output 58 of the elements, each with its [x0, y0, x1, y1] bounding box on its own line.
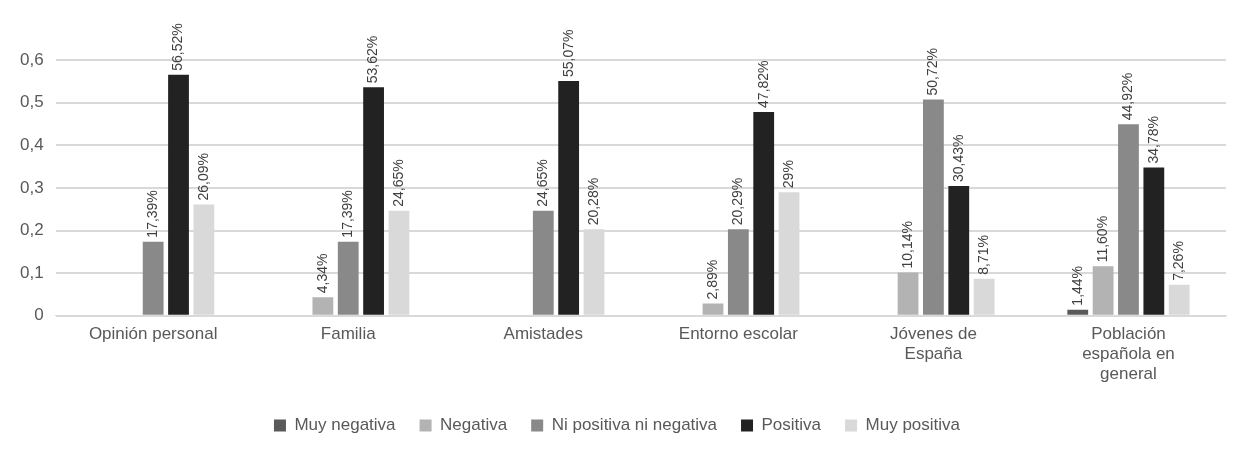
x-tick-label: Familia	[320, 323, 377, 343]
y-tick-label: 0,2	[19, 220, 44, 240]
bar	[897, 272, 919, 315]
data-label: 55,07%	[559, 29, 576, 78]
bar	[702, 303, 724, 315]
data-label: 26,09%	[194, 153, 211, 201]
bar	[1092, 266, 1114, 315]
x-tick-label: Opinión personal	[88, 323, 218, 343]
legend-label: Ni positiva ni negativa	[551, 415, 718, 435]
x-tick-label: Población española en general	[1082, 323, 1175, 384]
data-label: 53,62%	[364, 35, 381, 84]
x-tick-label: Amistades	[503, 323, 583, 343]
y-tick-label: 0,3	[19, 177, 44, 197]
bar	[168, 74, 189, 315]
bar	[1143, 167, 1165, 315]
bar	[312, 297, 334, 315]
bar	[142, 241, 164, 315]
x-tick-label: Jóvenes de España	[889, 323, 977, 364]
y-tick-label: 0	[34, 305, 44, 325]
data-label: 4,34%	[313, 253, 330, 294]
bar	[923, 99, 944, 315]
data-label: 1,44%	[1068, 265, 1085, 306]
legend-label: Muy positiva	[865, 415, 961, 435]
x-tick-label: Entorno escolar	[678, 323, 799, 343]
bar	[727, 229, 749, 315]
data-label: 30,43%	[949, 134, 966, 183]
data-label: 11,60%	[1093, 215, 1110, 263]
data-label: 44,92%	[1119, 72, 1136, 121]
bar	[558, 81, 580, 315]
data-label: 47,82%	[754, 60, 771, 108]
data-label: 34,78%	[1144, 116, 1161, 164]
y-tick-label: 0,5	[19, 92, 44, 112]
y-tick-label: 0,6	[19, 49, 44, 69]
bar	[363, 87, 384, 315]
bar	[753, 111, 775, 315]
y-tick-label: 0,4	[19, 134, 44, 154]
data-label: 24,65%	[389, 159, 406, 207]
data-label: 20,28%	[584, 177, 601, 226]
y-tick-label: 0,1	[19, 262, 44, 282]
bar	[1067, 309, 1089, 315]
data-label: 8,71%	[974, 234, 991, 275]
data-label: 2,89%	[703, 259, 720, 300]
bar	[532, 210, 554, 315]
data-label: 50,72%	[924, 48, 941, 96]
data-label: 17,39%	[144, 190, 161, 238]
data-label: 7,26%	[1170, 241, 1187, 281]
legend-label: Positiva	[761, 415, 822, 435]
data-label: 17,39%	[339, 190, 356, 238]
data-label: 56,52%	[169, 23, 186, 71]
data-label: 29%	[779, 160, 796, 189]
bar	[1118, 124, 1139, 315]
bar	[948, 186, 970, 315]
data-label: 10,14%	[898, 221, 915, 269]
data-label: 24,65%	[534, 159, 551, 207]
data-label: 20,29%	[729, 177, 746, 226]
bar	[337, 241, 359, 315]
legend-label: Muy negativa	[294, 415, 397, 435]
legend-label: Negativa	[440, 415, 508, 435]
